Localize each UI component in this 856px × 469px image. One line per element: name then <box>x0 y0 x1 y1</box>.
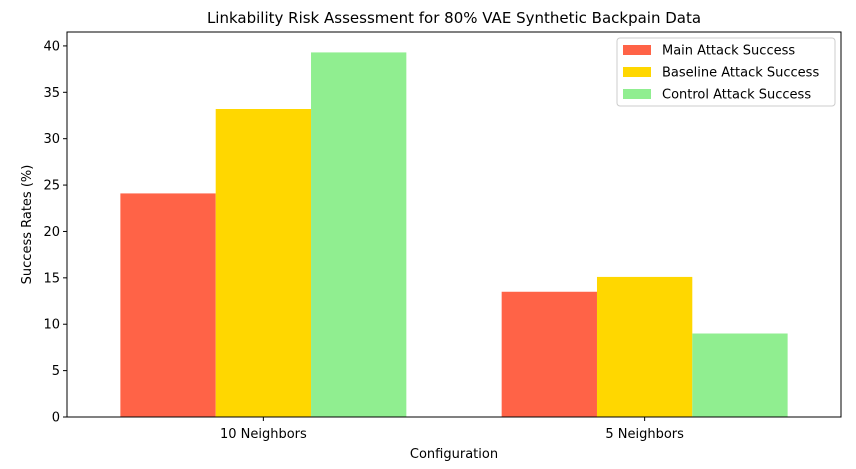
legend-swatch <box>623 45 651 55</box>
y-tick-label: 25 <box>43 179 60 194</box>
legend: Main Attack Success Baseline Attack Succe… <box>616 37 836 107</box>
plot-area-frame <box>66 31 842 418</box>
bar <box>501 291 597 417</box>
y-tick-label: 5 <box>52 364 60 379</box>
x-axis-label: Configuration <box>410 447 498 462</box>
bar <box>215 109 312 417</box>
bar <box>596 276 693 417</box>
y-tick-label: 20 <box>43 225 60 240</box>
y-axis: 0 5 10 15 20 25 30 35 40 <box>43 39 67 426</box>
y-tick-label: 35 <box>43 86 60 101</box>
y-tick-label: 40 <box>43 39 60 54</box>
x-tick-label: 5 Neighbors <box>605 427 684 442</box>
y-tick-label: 15 <box>43 271 60 286</box>
x-axis: 10 Neighbors 5 Neighbors <box>220 417 684 442</box>
bars-group <box>120 52 788 417</box>
y-tick-label: 10 <box>43 318 60 333</box>
y-tick-label: 30 <box>43 132 60 147</box>
y-axis-label: Success Rates (%) <box>20 165 35 285</box>
x-tick-label: 10 Neighbors <box>220 427 307 442</box>
legend-swatch <box>623 89 651 99</box>
bar <box>692 333 788 417</box>
bar <box>311 52 407 417</box>
chart-title: Linkability Risk Assessment for 80% VAE … <box>207 9 701 27</box>
legend-label: Baseline Attack Success <box>662 66 819 81</box>
legend-swatch <box>623 67 651 77</box>
y-tick-label: 0 <box>52 411 60 426</box>
legend-frame <box>616 37 836 107</box>
bar <box>120 193 216 417</box>
legend-label: Control Attack Success <box>662 88 811 103</box>
legend-label: Main Attack Success <box>662 44 795 59</box>
